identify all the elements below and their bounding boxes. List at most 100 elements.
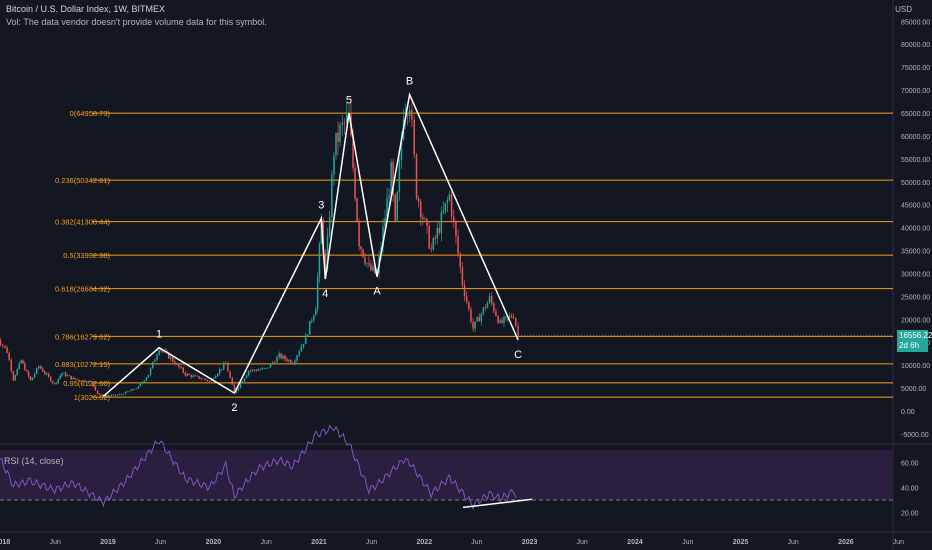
candle-body <box>339 124 341 142</box>
candle-body <box>92 381 94 387</box>
candle-body <box>326 235 329 271</box>
fib-level-label: 0.236(50342.61) <box>55 176 111 185</box>
candle-body <box>72 377 74 380</box>
candle-body <box>216 373 219 377</box>
x-axis-tick: Jun <box>682 539 693 546</box>
x-axis-tick: 2022 <box>417 539 433 546</box>
candle-body <box>200 378 202 380</box>
candle-body <box>257 369 260 371</box>
candle-body <box>59 375 61 379</box>
candle-body <box>411 109 413 120</box>
candle-body <box>374 266 376 274</box>
y-axis-tick: 20000.00 <box>901 317 930 324</box>
x-axis-tick: 2026 <box>838 539 854 546</box>
candle-body <box>430 248 432 250</box>
candle-body <box>141 382 144 384</box>
candle-body <box>124 391 127 395</box>
symbol-title[interactable]: Bitcoin / U.S. Dollar Index, 1W, BITMEX <box>6 4 166 14</box>
y-axis-tick: 0.00 <box>901 409 915 416</box>
x-axis-tick: 2024 <box>627 539 643 546</box>
candle-body <box>225 363 227 364</box>
candle-body <box>398 160 401 193</box>
candle-body <box>382 226 384 248</box>
candle-body <box>208 380 211 382</box>
candle-body <box>354 167 356 199</box>
candle-body <box>194 375 196 377</box>
y-axis-tick: 55000.00 <box>901 157 930 164</box>
candle-body <box>188 374 191 375</box>
candle-body <box>22 360 24 364</box>
candle-body <box>308 320 311 335</box>
candle-body <box>45 373 48 375</box>
candle-body <box>446 200 449 204</box>
x-axis-tick: Jun <box>787 539 798 546</box>
x-axis-tick: Jun <box>471 539 482 546</box>
last-price-tag: 16556.22 2d 6h <box>897 330 932 352</box>
candle-body <box>231 377 234 385</box>
candle-body <box>8 352 10 361</box>
candle-body <box>370 264 372 271</box>
candle-body <box>269 363 272 368</box>
candle-body <box>392 162 394 195</box>
candle-body <box>86 382 88 383</box>
candle-body <box>0 340 2 345</box>
candle-body <box>346 114 348 123</box>
candle-body <box>360 246 362 250</box>
candle-body <box>154 359 156 362</box>
candle-body <box>484 307 487 309</box>
candle-body <box>212 378 215 380</box>
candle-body <box>62 372 65 374</box>
candle-body <box>70 375 72 380</box>
candle-body <box>227 363 229 372</box>
candle-body <box>158 350 160 355</box>
candle-body <box>137 386 140 389</box>
candle-body <box>206 379 209 381</box>
candle-body <box>139 383 142 387</box>
candle-body <box>253 369 256 371</box>
candle-body <box>324 253 327 271</box>
candle-body <box>220 369 223 370</box>
y-axis-tick: 30000.00 <box>901 271 930 278</box>
candle-body <box>448 194 451 201</box>
candle-body <box>108 395 111 397</box>
candle-body <box>444 203 447 211</box>
candle-body <box>243 378 246 382</box>
rsi-axis-tick: 20.00 <box>901 511 919 518</box>
candle-body <box>415 154 418 199</box>
fib-level-label: 0.95(6122.60) <box>63 379 110 388</box>
candle-body <box>286 359 288 362</box>
candle-body <box>459 253 461 268</box>
candle-body <box>476 317 478 322</box>
candle-body <box>88 381 90 383</box>
candle-body <box>218 369 221 374</box>
candle-body <box>259 369 262 371</box>
candle-body <box>68 375 71 377</box>
fib-level-label: 0.786(16279.62) <box>55 332 111 341</box>
candle-body <box>296 355 298 361</box>
candle-body <box>304 335 307 345</box>
candle-body <box>27 371 30 377</box>
candle-body <box>98 393 101 395</box>
candle-body <box>104 396 107 397</box>
candle-body <box>490 295 493 304</box>
candle-body <box>186 374 189 376</box>
candle-body <box>233 384 236 393</box>
y-axis-tick: 25000.00 <box>901 294 930 301</box>
wave-label-1: 1 <box>156 329 162 341</box>
candle-body <box>442 210 445 213</box>
candle-body <box>302 344 305 347</box>
candle-body <box>267 367 270 369</box>
y-axis-tick: 10000.00 <box>901 363 930 370</box>
y-axis-tick: 50000.00 <box>901 180 930 187</box>
y-axis-tick: 80000.00 <box>901 42 930 49</box>
rsi-indicator-label[interactable]: RSI (14, close) <box>4 456 64 466</box>
candle-body <box>298 351 300 356</box>
x-axis-tick: 2020 <box>206 539 222 546</box>
candle-body <box>499 320 501 323</box>
candle-body <box>358 221 360 247</box>
candle-body <box>237 387 240 391</box>
candle-body <box>229 371 231 378</box>
candle-body <box>143 380 146 383</box>
candle-body <box>190 374 192 377</box>
